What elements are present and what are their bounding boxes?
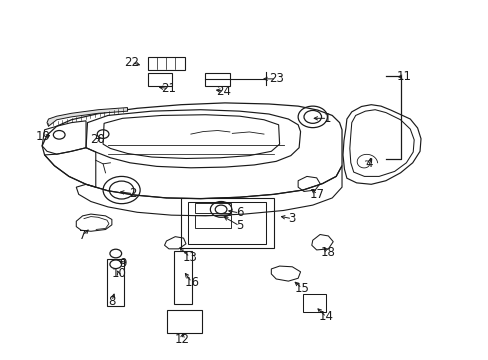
Text: 1: 1 xyxy=(323,112,330,125)
Text: 16: 16 xyxy=(184,276,199,289)
Text: 3: 3 xyxy=(288,212,295,225)
Text: 2: 2 xyxy=(129,187,137,200)
Text: 17: 17 xyxy=(309,188,325,201)
Text: 7: 7 xyxy=(79,229,86,242)
Bar xyxy=(148,73,172,86)
Bar xyxy=(194,203,231,213)
Polygon shape xyxy=(47,108,127,126)
Text: 8: 8 xyxy=(108,295,115,308)
Text: 10: 10 xyxy=(111,267,126,280)
Text: 14: 14 xyxy=(318,310,333,324)
Text: 18: 18 xyxy=(320,246,335,259)
Text: 21: 21 xyxy=(161,82,176,95)
Text: 20: 20 xyxy=(90,133,104,146)
Text: 12: 12 xyxy=(174,333,189,346)
Text: 23: 23 xyxy=(268,72,283,85)
Text: 22: 22 xyxy=(123,56,139,69)
Bar xyxy=(194,215,231,228)
Text: 11: 11 xyxy=(396,70,411,83)
Bar xyxy=(148,57,184,69)
Text: 19: 19 xyxy=(36,130,51,144)
Text: 4: 4 xyxy=(365,157,372,170)
Text: 13: 13 xyxy=(182,251,197,264)
Text: 9: 9 xyxy=(119,257,126,270)
Text: 24: 24 xyxy=(216,85,231,98)
Text: 15: 15 xyxy=(294,282,309,295)
Text: 5: 5 xyxy=(235,219,243,233)
Text: 6: 6 xyxy=(235,207,243,220)
Bar xyxy=(205,73,229,86)
